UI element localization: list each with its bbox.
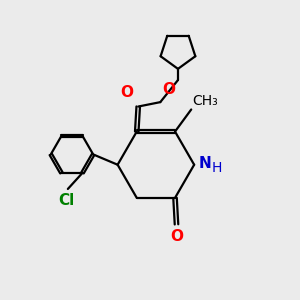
Text: N: N bbox=[199, 156, 211, 171]
Text: O: O bbox=[170, 229, 183, 244]
Text: H: H bbox=[211, 161, 222, 175]
Text: Cl: Cl bbox=[58, 193, 74, 208]
Text: CH₃: CH₃ bbox=[193, 94, 218, 108]
Text: O: O bbox=[162, 82, 175, 97]
Text: O: O bbox=[121, 85, 134, 100]
